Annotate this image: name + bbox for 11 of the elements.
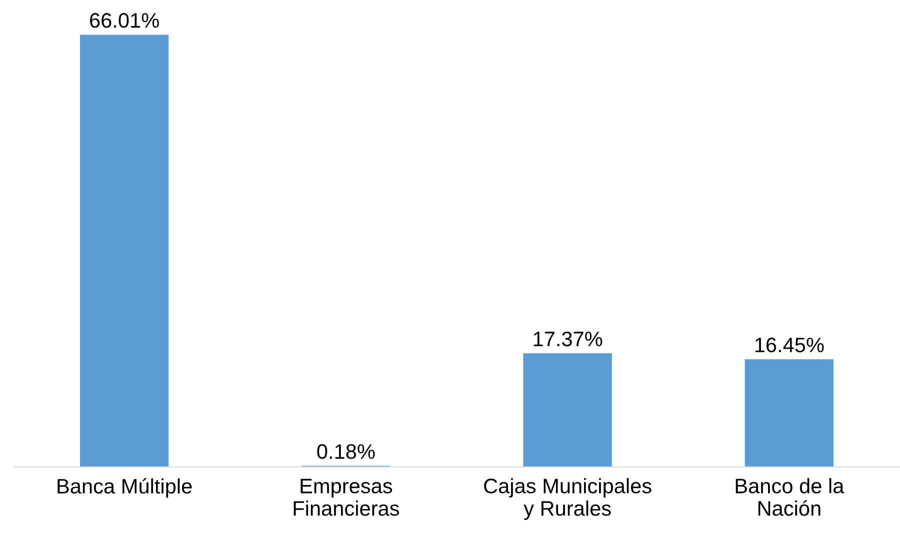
x-tick-label: Banca Múltiple xyxy=(58,478,192,498)
x-tick-label: Empresas Financieras xyxy=(294,478,400,516)
bar xyxy=(523,353,612,467)
data-label: 0.18% xyxy=(317,444,375,459)
data-label: 66.01% xyxy=(90,13,159,28)
x-tick-label: Banco de la Nación xyxy=(736,478,844,516)
x-tick-label: Cajas Municipales y Rurales xyxy=(484,478,652,520)
data-label: 17.37% xyxy=(534,332,602,346)
bar xyxy=(744,359,834,467)
data-label: 16.45% xyxy=(755,338,824,352)
bar xyxy=(80,34,169,467)
